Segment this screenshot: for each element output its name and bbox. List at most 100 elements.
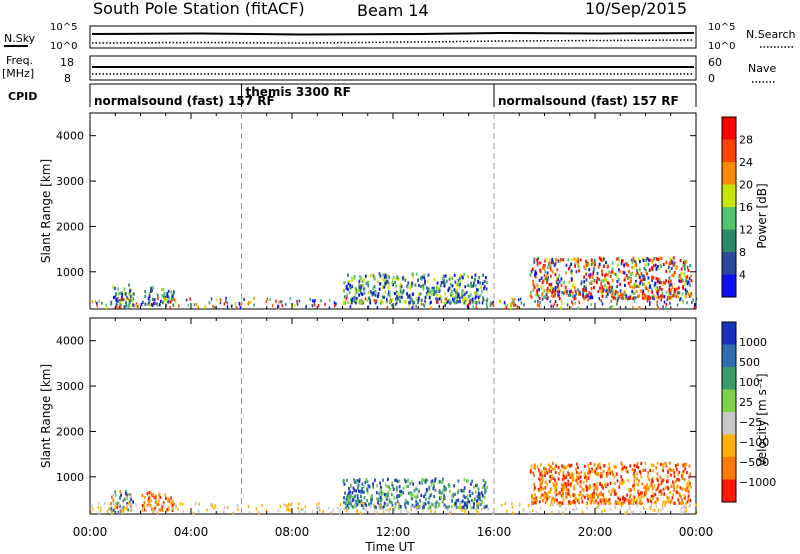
echo-cell bbox=[159, 299, 162, 303]
echo-cell bbox=[567, 502, 570, 506]
echo-cell bbox=[378, 287, 381, 291]
echo-cell bbox=[564, 507, 567, 511]
echo-cell bbox=[302, 508, 304, 511]
echo-cell bbox=[604, 508, 606, 512]
echo-cell bbox=[678, 470, 681, 474]
echo-cell bbox=[678, 478, 680, 482]
echo-cell bbox=[461, 291, 463, 295]
echo-cell bbox=[425, 478, 428, 483]
echo-cell bbox=[391, 503, 394, 507]
echo-cell bbox=[384, 290, 387, 294]
echo-cell bbox=[512, 298, 514, 302]
echo-cell bbox=[609, 290, 612, 294]
echo-cell bbox=[562, 486, 564, 490]
echo-cell bbox=[689, 294, 691, 298]
echo-cell bbox=[538, 288, 540, 292]
echo-cell bbox=[236, 306, 238, 310]
echo-cell bbox=[430, 300, 432, 304]
echo-cell bbox=[589, 295, 592, 299]
echo-cell bbox=[385, 279, 388, 284]
echo-cell bbox=[422, 303, 425, 307]
echo-cell bbox=[534, 273, 536, 277]
echo-cell bbox=[361, 487, 363, 491]
echo-cell bbox=[589, 486, 592, 490]
echo-cell bbox=[423, 276, 426, 280]
echo-cell bbox=[552, 260, 554, 264]
echo-cell bbox=[685, 502, 687, 506]
echo-cell bbox=[567, 293, 570, 297]
echo-cell bbox=[378, 498, 381, 503]
echo-cell bbox=[665, 306, 667, 309]
echo-cell bbox=[583, 280, 586, 284]
echo-cell bbox=[148, 301, 150, 305]
echo-cell bbox=[161, 505, 164, 509]
echo-cell bbox=[527, 504, 530, 508]
echo-cell bbox=[651, 260, 654, 265]
echo-cell bbox=[662, 282, 665, 286]
echo-cell bbox=[368, 502, 370, 506]
nsky-label: N.Sky bbox=[4, 32, 36, 45]
echo-cell bbox=[680, 501, 682, 505]
echo-cell bbox=[480, 491, 483, 495]
echo-cell bbox=[639, 289, 642, 293]
echo-cell bbox=[173, 298, 176, 302]
echo-cell bbox=[655, 488, 658, 492]
echo-cell bbox=[662, 478, 665, 482]
echo-cell bbox=[132, 500, 134, 504]
echo-cell bbox=[556, 289, 559, 294]
echo-cell bbox=[643, 275, 646, 279]
echo-cell bbox=[354, 503, 356, 507]
echo-cell bbox=[568, 280, 571, 284]
echo-cell bbox=[567, 472, 570, 476]
echo-cell bbox=[654, 500, 657, 504]
echo-cell bbox=[689, 264, 692, 268]
echo-cell bbox=[453, 503, 456, 507]
echo-cell bbox=[148, 299, 151, 303]
echo-cell bbox=[225, 300, 227, 303]
echo-cell bbox=[575, 470, 578, 475]
echo-cell bbox=[588, 281, 591, 285]
echo-cell bbox=[569, 290, 572, 294]
echo-cell bbox=[639, 471, 642, 475]
echo-cell bbox=[486, 298, 489, 302]
echo-cell bbox=[612, 488, 614, 492]
echo-cell bbox=[397, 277, 400, 281]
echo-cell bbox=[609, 306, 611, 310]
echo-cell bbox=[388, 485, 390, 489]
echo-cell bbox=[606, 273, 609, 277]
echo-cell bbox=[672, 469, 675, 473]
echo-cell bbox=[555, 493, 558, 497]
echo-cell bbox=[665, 500, 667, 504]
echo-cell bbox=[682, 463, 685, 467]
echo-cell bbox=[572, 493, 575, 497]
echo-cell bbox=[613, 492, 616, 496]
echo-cell bbox=[639, 275, 641, 279]
velocity-ylabel: Slant Range [km] bbox=[39, 364, 53, 468]
echo-cell bbox=[305, 305, 307, 309]
echo-cell bbox=[429, 290, 432, 294]
echo-cell bbox=[531, 496, 533, 500]
echo-cell bbox=[356, 494, 359, 498]
echo-cell bbox=[586, 305, 588, 309]
echo-cell bbox=[605, 272, 608, 276]
echo-cell bbox=[129, 295, 132, 299]
echo-cell bbox=[133, 304, 135, 308]
echo-cell bbox=[549, 300, 552, 304]
echo-cell bbox=[129, 289, 131, 293]
echo-cell bbox=[152, 493, 155, 497]
echo-cell bbox=[248, 510, 251, 514]
echo-cell bbox=[601, 287, 604, 291]
echo-cell bbox=[543, 289, 546, 293]
echo-cell bbox=[614, 481, 616, 485]
echo-cell bbox=[354, 480, 356, 484]
echo-cell bbox=[151, 303, 154, 307]
echo-cell bbox=[540, 483, 543, 487]
echo-cell bbox=[661, 295, 664, 299]
echo-cell bbox=[386, 305, 389, 309]
echo-cell bbox=[633, 285, 636, 290]
echo-cell bbox=[562, 258, 565, 262]
echo-cell bbox=[590, 495, 592, 499]
echo-cell bbox=[120, 301, 123, 305]
echo-cell bbox=[154, 507, 156, 511]
echo-cell bbox=[544, 270, 547, 274]
